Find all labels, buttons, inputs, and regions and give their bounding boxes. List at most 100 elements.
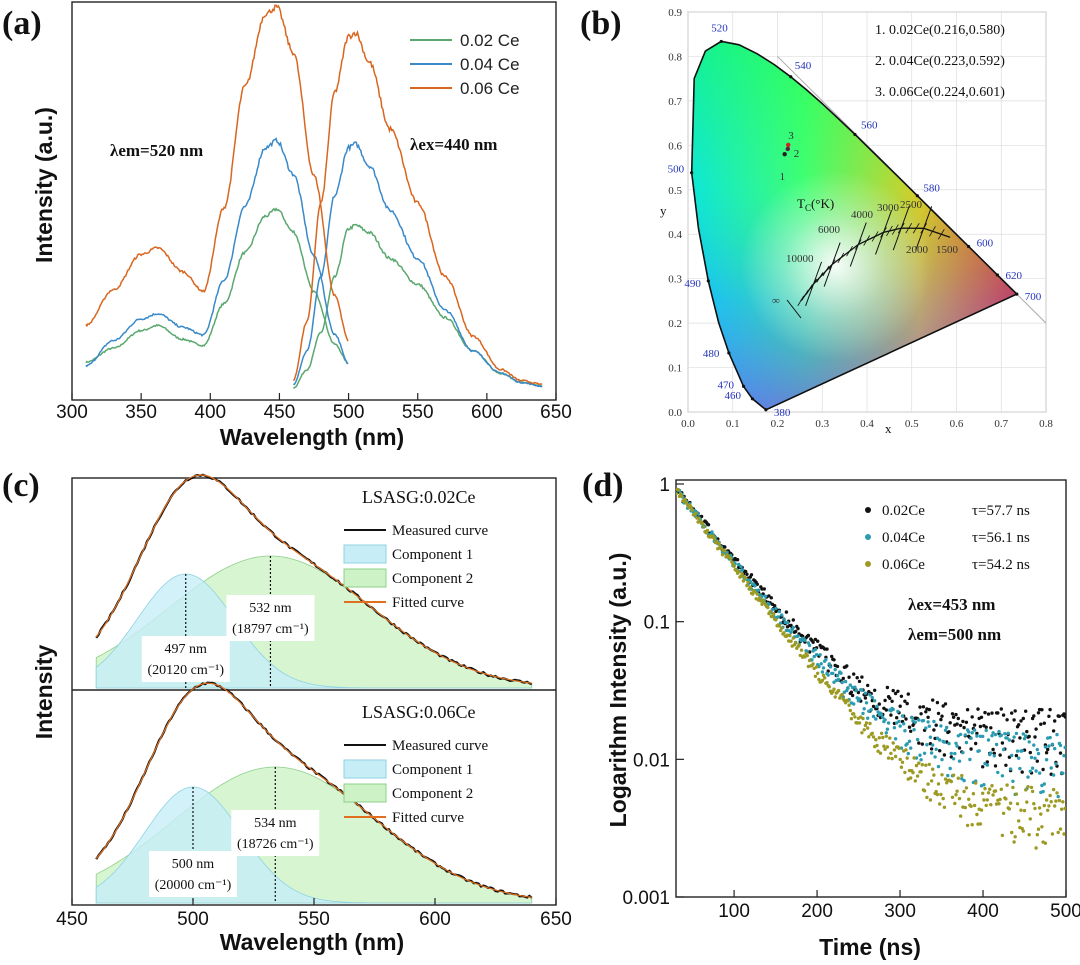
y-tick-label-b: 0.3 (668, 274, 682, 286)
decay-point (1063, 745, 1066, 750)
decay-point (905, 742, 909, 746)
x-tick-label-a: 650 (540, 402, 572, 423)
decay-point (907, 739, 912, 743)
decay-point (938, 749, 942, 753)
decay-point (958, 723, 963, 728)
cie-coordinate-label: 3. 0.06Ce(0.224,0.601) (875, 85, 1005, 100)
decay-point (956, 716, 960, 721)
panel-label-d: (d) (582, 467, 624, 504)
decay-point (929, 751, 934, 755)
decay-point (803, 638, 807, 642)
decay-point (954, 793, 958, 797)
spectral-locus (690, 40, 1019, 411)
decay-point (849, 690, 854, 694)
decay-point (1039, 722, 1043, 726)
legend-tau-d: τ=54.2 ns (972, 557, 1030, 573)
decay-point (1005, 736, 1009, 740)
isotherm-minor (891, 224, 899, 235)
curves-a (85, 4, 543, 389)
x-ticks-c: 450 500 550 600 650 (56, 898, 572, 930)
decay-point (936, 782, 941, 786)
decay-point (812, 654, 816, 659)
decay-point (975, 731, 979, 736)
x-axis-label-b: x (885, 421, 892, 436)
decay-point (991, 731, 995, 735)
planckian-label: ∞ (772, 295, 780, 307)
decay-point (689, 505, 693, 509)
decay-point (1028, 750, 1033, 755)
decay-point (967, 797, 971, 801)
decay-point (814, 653, 819, 657)
decay-point (811, 640, 815, 644)
annotation-lambda-em-a: λem=520 nm (110, 141, 203, 160)
isotherm-minor (846, 245, 853, 257)
decay-point (915, 737, 920, 742)
x-tick-label-d: 400 (967, 901, 999, 922)
legend-label-c: Measured curve (392, 523, 489, 539)
wavelength-label: 620 (1005, 270, 1022, 282)
decay-point (1007, 738, 1012, 742)
decay-point (1034, 846, 1038, 850)
wavelength-label: 700 (1025, 291, 1042, 303)
decay-point (771, 612, 776, 616)
decay-point (961, 719, 965, 724)
decay-point (1005, 718, 1009, 722)
decay-point (879, 731, 884, 735)
decay-point (898, 724, 902, 728)
decay-point (893, 737, 898, 741)
decay-point (816, 671, 820, 675)
isotherm-minor (905, 222, 913, 234)
decay-point (891, 688, 895, 693)
x-tick-label-c: 550 (298, 909, 330, 930)
decay-point (868, 693, 872, 697)
decay-point (996, 770, 1000, 775)
decay-point (999, 787, 1003, 791)
cie-point (785, 146, 790, 152)
decay-point (884, 731, 888, 735)
decay-point (914, 756, 919, 760)
decay-point (1023, 709, 1028, 713)
decay-point (929, 779, 934, 783)
decay-point (846, 686, 850, 690)
decay-point (955, 789, 959, 793)
axis-ticks-d: 100 200 300 400 500 1 0.1 0.01 0.001 (622, 475, 1080, 922)
decay-point (852, 712, 856, 716)
decay-point (1029, 785, 1034, 790)
decay-point (1049, 800, 1053, 804)
x-tick-label-a: 600 (471, 402, 503, 423)
decay-point (745, 572, 749, 576)
decay-point (1014, 792, 1019, 796)
decay-point (1019, 719, 1023, 723)
y-tick-label-b: 0.9 (668, 7, 682, 19)
decay-point (906, 692, 910, 696)
decay-point (768, 610, 772, 614)
locus-tick-dot (741, 384, 746, 388)
decay-point (1025, 800, 1029, 804)
decay-point (927, 724, 931, 728)
decay-point (1044, 751, 1049, 755)
legend-label-a: 0.04 Ce (460, 55, 520, 74)
decay-point (843, 679, 848, 684)
wavelength-label: 600 (977, 237, 994, 249)
wavelength-label: 460 (724, 390, 741, 402)
x-axis-label-a: Wavelength (nm) (220, 424, 404, 450)
legend-d: 0.02Ce τ=57.7 ns 0.04Ce τ=56.1 ns 0.06Ce τ=54… (865, 503, 1030, 573)
peak-annotation-box-1 (141, 636, 230, 682)
subplot-title: LSASG:0.02Ce (362, 487, 476, 507)
planckian-label: 4000 (851, 209, 874, 221)
cie-point-index: 1 (780, 171, 786, 183)
decay-point (1041, 789, 1045, 794)
decay-point (805, 653, 809, 658)
decay-point (794, 629, 798, 634)
decay-point (676, 492, 678, 496)
decay-point (1046, 808, 1050, 812)
decay-point (797, 643, 801, 647)
decay-point (1056, 794, 1060, 799)
decay-point (780, 626, 784, 630)
decay-point (904, 748, 908, 752)
decay-point (1055, 791, 1059, 795)
decay-point (1018, 736, 1022, 740)
decay-point (807, 643, 812, 648)
decay-point (943, 702, 948, 706)
decay-point (735, 558, 740, 562)
